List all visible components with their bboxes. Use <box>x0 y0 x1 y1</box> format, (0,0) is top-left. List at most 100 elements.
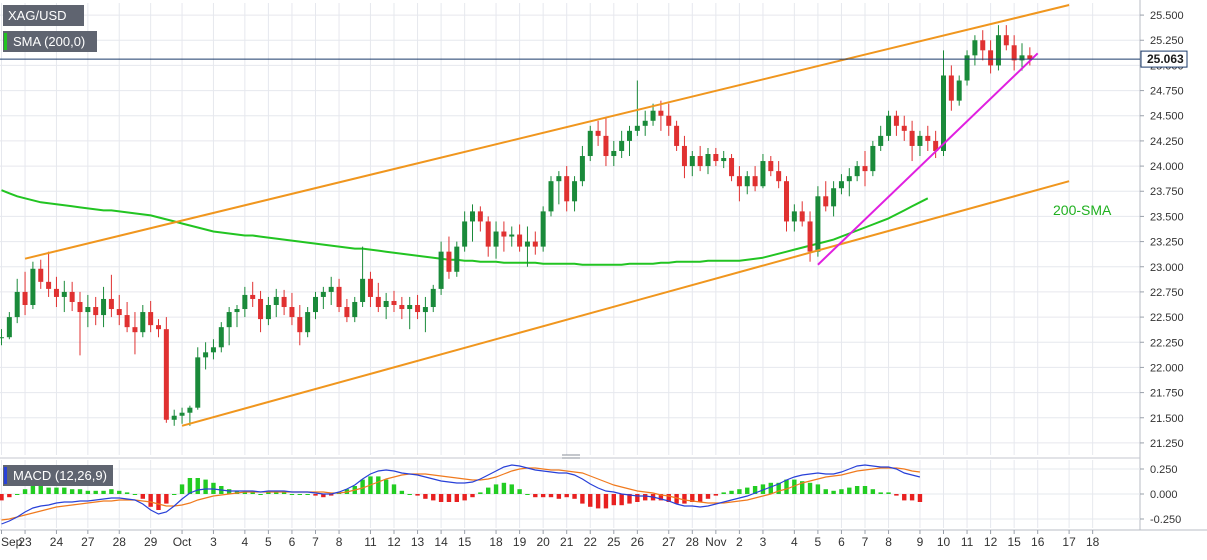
candle-down[interactable] <box>666 103 672 136</box>
candle-up[interactable] <box>705 147 711 175</box>
candle-up[interactable] <box>870 140 876 177</box>
candle-down[interactable] <box>1003 25 1009 51</box>
candle-down[interactable] <box>108 274 114 318</box>
candle-down[interactable] <box>391 290 397 313</box>
candle-up[interactable] <box>493 221 499 259</box>
candle-up[interactable] <box>422 296 428 333</box>
candle-up[interactable] <box>579 145 585 187</box>
candle-up[interactable] <box>509 226 515 247</box>
candle-up[interactable] <box>941 50 946 157</box>
candle-down[interactable] <box>415 294 421 320</box>
candle-down[interactable] <box>729 154 735 182</box>
candle-up[interactable] <box>210 339 216 360</box>
macd-axis[interactable]: 0.250 0.000 -0.250 <box>1140 464 1181 526</box>
candle-down[interactable] <box>258 290 264 333</box>
candle-down[interactable] <box>46 251 52 297</box>
candle-down[interactable] <box>862 150 868 187</box>
candle-down[interactable] <box>375 282 381 313</box>
candle-down[interactable] <box>658 100 664 131</box>
candle-down[interactable] <box>713 147 719 167</box>
candle-down[interactable] <box>446 236 452 279</box>
candle-down[interactable] <box>752 166 758 192</box>
candle-down[interactable] <box>901 115 907 141</box>
candle-up[interactable] <box>689 150 695 177</box>
candle-down[interactable] <box>501 221 507 252</box>
candle-down[interactable] <box>909 120 915 162</box>
symbol-legend[interactable]: XAG/USD <box>3 5 84 26</box>
candle-down[interactable] <box>297 305 303 346</box>
candle-down[interactable] <box>988 40 994 74</box>
candle-down[interactable] <box>477 206 483 232</box>
candle-down[interactable] <box>367 271 373 308</box>
candle-up[interactable] <box>187 405 193 426</box>
candle-up[interactable] <box>956 75 962 106</box>
candle-up[interactable] <box>611 140 617 167</box>
candle-up[interactable] <box>305 307 311 338</box>
candle-up[interactable] <box>226 307 232 346</box>
candle-up[interactable] <box>846 168 852 197</box>
candle-up[interactable] <box>744 171 750 195</box>
candle-up[interactable] <box>30 261 36 310</box>
candle-up[interactable] <box>101 286 107 328</box>
candle-up[interactable] <box>203 342 209 370</box>
candle-up[interactable] <box>242 286 248 318</box>
candle-down[interactable] <box>156 319 161 338</box>
candle-up[interactable] <box>6 312 12 340</box>
candle-down[interactable] <box>281 289 287 316</box>
candle-up[interactable] <box>627 125 632 157</box>
candle-up[interactable] <box>642 110 648 136</box>
candle-up[interactable] <box>791 204 797 232</box>
candle-down[interactable] <box>1027 47 1033 66</box>
candle-up[interactable] <box>470 204 475 242</box>
candle-up[interactable] <box>438 241 444 295</box>
candle-down[interactable] <box>674 120 680 151</box>
candle-up[interactable] <box>619 130 625 159</box>
candle-down[interactable] <box>948 65 954 111</box>
candle-up[interactable] <box>360 246 366 308</box>
candle-up[interactable] <box>650 103 656 126</box>
candle-down[interactable] <box>799 201 805 227</box>
candle-down[interactable] <box>163 317 169 423</box>
support-trendline[interactable] <box>817 52 1039 266</box>
candle-down[interactable] <box>893 110 899 136</box>
candle-up[interactable] <box>831 181 837 217</box>
candle-down[interactable] <box>132 312 138 355</box>
channel-upper-trendline[interactable] <box>24 4 1070 260</box>
candle-down[interactable] <box>532 231 538 255</box>
candle-down[interactable] <box>116 294 122 326</box>
candle-down[interactable] <box>1011 35 1017 71</box>
candle-up[interactable] <box>462 211 468 252</box>
candle-up[interactable] <box>634 80 640 136</box>
candle-down[interactable] <box>603 117 609 167</box>
candle-down[interactable] <box>344 298 350 323</box>
candle-up[interactable] <box>556 171 562 205</box>
candle-up[interactable] <box>721 150 727 169</box>
candle-up[interactable] <box>838 174 844 195</box>
candle-down[interactable] <box>768 156 774 177</box>
candle-up[interactable] <box>407 296 413 330</box>
candle-down[interactable] <box>784 176 789 232</box>
pane-resize-handle[interactable] <box>562 454 580 459</box>
candle-up[interactable] <box>430 284 436 313</box>
candle-up[interactable] <box>524 226 530 267</box>
candle-down[interactable] <box>485 216 491 257</box>
candle-down[interactable] <box>823 181 829 212</box>
candle-up[interactable] <box>1019 43 1025 71</box>
candle-down[interactable] <box>148 300 154 333</box>
candle-down[interactable] <box>336 278 342 313</box>
candle-up[interactable] <box>886 110 892 141</box>
candle-up[interactable] <box>265 296 271 326</box>
candle-up[interactable] <box>85 294 91 328</box>
candle-up[interactable] <box>61 280 67 313</box>
candle-down[interactable] <box>250 281 256 308</box>
candle-up[interactable] <box>14 278 20 324</box>
candle-down[interactable] <box>933 130 939 159</box>
candle-down[interactable] <box>77 291 83 356</box>
candle-down[interactable] <box>736 166 742 202</box>
candle-up[interactable] <box>273 288 279 318</box>
candle-up[interactable] <box>540 206 546 252</box>
candle-up[interactable] <box>572 176 578 212</box>
candle-up[interactable] <box>760 154 766 189</box>
candle-up[interactable] <box>328 276 334 306</box>
